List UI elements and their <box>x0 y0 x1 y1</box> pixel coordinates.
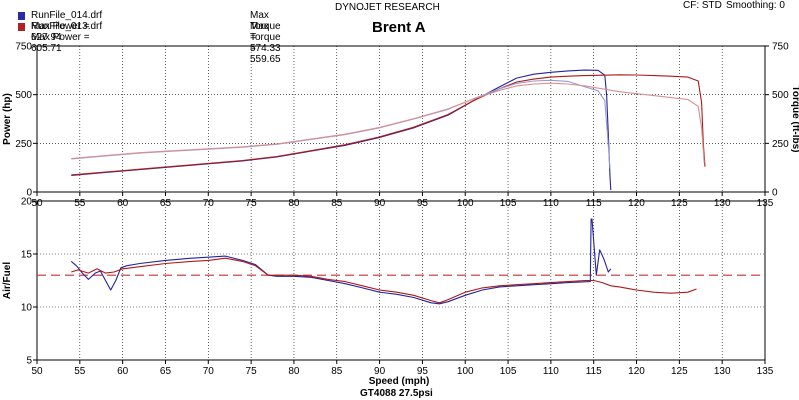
y-axis-label-1: Power (hp) <box>2 93 13 145</box>
x-tick-label-1: 110 <box>543 198 559 209</box>
y-tick-label-2: 15 <box>21 250 33 261</box>
y-tick-label-1: 750 <box>15 42 32 53</box>
x-tick-label-2: 125 <box>671 366 688 377</box>
plot-frame-1 <box>36 45 766 193</box>
x-tick-label-1: 120 <box>628 198 645 209</box>
y-tick-label-2: 20 <box>21 197 33 208</box>
x-tick-label-2: 135 <box>757 366 774 377</box>
x-tick-label-2: 50 <box>31 366 43 377</box>
series-line-1-1 <box>71 69 612 191</box>
y2-tick-label: 0 <box>772 188 778 199</box>
x-tick-label-1: 60 <box>117 198 129 209</box>
x-tick-label-1: 95 <box>417 198 429 209</box>
y2-tick-label: 250 <box>772 139 789 150</box>
legend-run014-power: RunFile_014.drf Max Power = 627.94 <box>31 10 103 43</box>
series-line-2-1 <box>70 218 612 305</box>
plot-frame-2 <box>36 200 766 361</box>
y-tick-label-2: 5 <box>26 356 32 367</box>
y-tick-label-2: 10 <box>21 303 33 314</box>
y-axis-label-2: Air/Fuel <box>2 262 13 299</box>
x-tick-label-2: 85 <box>331 366 343 377</box>
x-tick-label-2: 105 <box>500 366 517 377</box>
x-tick-label-1: 115 <box>586 198 602 209</box>
x-tick-label-1: 125 <box>671 198 688 209</box>
legend-swatch-run014 <box>18 12 25 20</box>
legend-run013-torque: Max Torque = 559.65 <box>250 21 281 65</box>
y-tick-label-1: 0 <box>26 188 32 199</box>
x-tick-label-1: 90 <box>374 198 386 209</box>
legend-run013-power: RunFile_013.drf Max Power = 605.71 <box>31 21 103 54</box>
company-name: DYNOJET RESEARCH <box>335 2 440 13</box>
series-line-2-2 <box>71 257 697 304</box>
x-tick-label-2: 95 <box>417 366 429 377</box>
y2-tick-label: 500 <box>772 90 789 101</box>
x-tick-label-2: 75 <box>246 366 258 377</box>
y2-axis-label: Torque (ft-lbs) <box>790 85 799 152</box>
legend-run014-torque: Max Torque = 574.33 <box>250 10 281 54</box>
legend-swatch-run013 <box>18 23 25 31</box>
chart-title: Brent A <box>372 19 426 36</box>
smoothing-label: Smoothing: 0 <box>726 0 785 11</box>
x-tick-label-2: 60 <box>117 366 129 377</box>
x-tick-label-1: 100 <box>457 198 474 209</box>
series-line-1-3 <box>71 79 611 169</box>
x-tick-label-2: 120 <box>628 366 645 377</box>
x-tick-label-2: 80 <box>288 366 300 377</box>
x-tick-label-2: 55 <box>74 366 86 377</box>
x-tick-label-2: 110 <box>543 366 559 377</box>
x-tick-label-2: 130 <box>714 366 731 377</box>
x-tick-label-1: 65 <box>160 198 172 209</box>
footer-label: GT4088 27.5psi <box>360 388 433 399</box>
series-line-1-4 <box>71 82 705 163</box>
y2-tick-label: 750 <box>772 42 789 53</box>
series-line-1-2 <box>71 74 706 176</box>
x-tick-label-1: 105 <box>500 198 517 209</box>
x-tick-label-2: 90 <box>374 366 386 377</box>
x-tick-label-1: 55 <box>74 198 86 209</box>
x-tick-label-1: 75 <box>246 198 258 209</box>
x-tick-label-1: 85 <box>331 198 343 209</box>
cf-label: CF: STD <box>683 0 722 11</box>
y-tick-label-1: 500 <box>15 90 32 101</box>
y-tick-label-1: 250 <box>15 139 32 150</box>
x-tick-label-1: 80 <box>288 198 300 209</box>
x-tick-label-1: 70 <box>203 198 215 209</box>
x-axis-label: Speed (mph) <box>369 376 430 387</box>
x-tick-label-2: 65 <box>160 366 172 377</box>
x-tick-label-1: 130 <box>714 198 731 209</box>
x-tick-label-2: 100 <box>457 366 474 377</box>
x-tick-label-2: 70 <box>203 366 215 377</box>
x-tick-label-2: 115 <box>586 366 602 377</box>
